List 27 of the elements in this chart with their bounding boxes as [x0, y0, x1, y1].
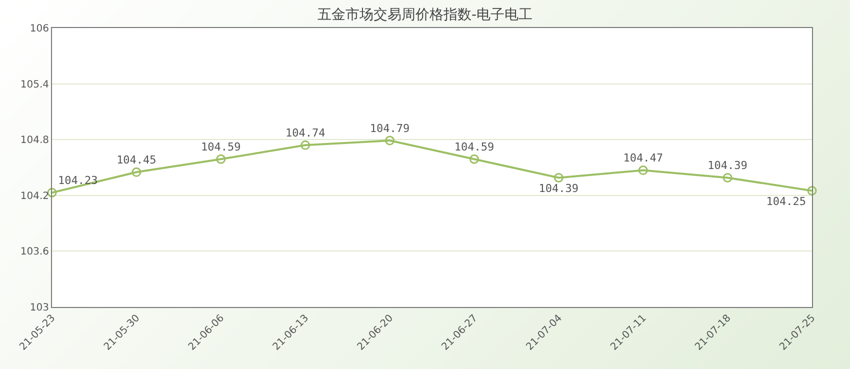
data-label: 104.39	[708, 158, 748, 172]
data-label: 104.79	[370, 122, 410, 135]
y-tick-label: 104.2	[20, 190, 49, 202]
data-label: 104.59	[201, 140, 241, 154]
point	[300, 140, 310, 150]
y-tick-label: 105.4	[20, 79, 49, 90]
data-label: 104.39	[538, 182, 579, 195]
point	[385, 136, 395, 146]
data-label: 104.59	[454, 140, 494, 154]
data-label: 104.45	[116, 153, 156, 166]
y-tick-label: 106	[30, 24, 49, 34]
data-label: 104.25	[766, 195, 806, 208]
y-tick-label: 104.8	[20, 135, 49, 146]
point	[554, 172, 564, 182]
point	[638, 166, 648, 176]
y-tick-label: 103.6	[20, 246, 49, 258]
point	[132, 167, 142, 177]
point	[807, 186, 817, 196]
data-label: 104.47	[623, 152, 663, 165]
chart-title: 五金市场交易周价格指数-电子电工	[317, 7, 533, 24]
data-label: 104.23	[58, 174, 98, 187]
point	[469, 154, 479, 164]
y-tick-label: 103	[30, 302, 49, 314]
point	[47, 188, 57, 198]
data-label: 104.74	[285, 126, 326, 140]
point	[722, 172, 732, 182]
point	[216, 154, 226, 164]
